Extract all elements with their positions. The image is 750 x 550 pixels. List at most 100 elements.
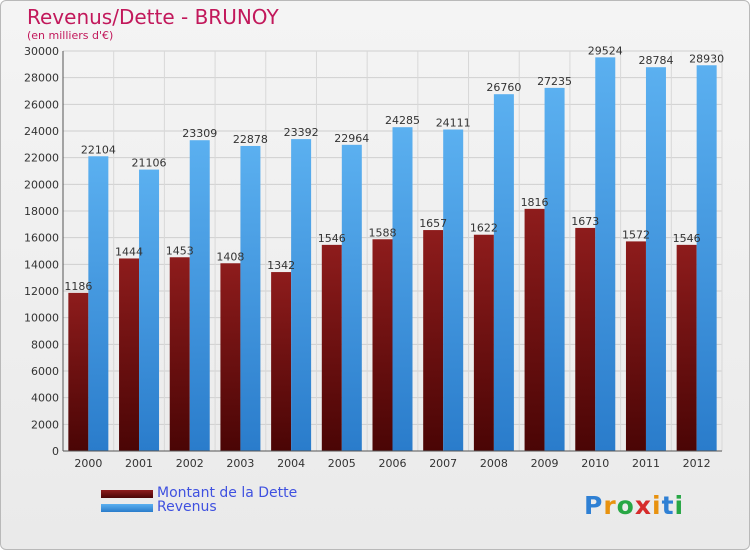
data-label-revenus: 24285: [385, 114, 420, 127]
bar-revenus: [291, 139, 312, 451]
bar-revenus: [645, 67, 666, 452]
y-tick-label: 4000: [31, 392, 59, 405]
data-label-revenus: 29524: [588, 44, 623, 57]
x-tick-label: 2011: [632, 457, 660, 470]
axes: 0 2000 4000 6000 8000 10000 12000 14000 16000 180…: [24, 45, 722, 470]
bar-revenus: [189, 140, 210, 452]
data-label-revenus: 28784: [638, 54, 673, 67]
bar-dette: [321, 244, 342, 451]
y-tick-label: 2000: [31, 418, 59, 431]
data-label-dette: 1546: [318, 232, 346, 245]
x-tick-label: 2002: [176, 457, 204, 470]
y-tick-label: 30000: [24, 45, 59, 58]
legend-label-revenus: Revenus: [157, 499, 217, 515]
legend-label-dette: Montant de la Dette: [157, 485, 298, 501]
bar-dette: [271, 272, 292, 451]
data-label-dette: 1588: [369, 226, 397, 239]
y-tick-label: 26000: [24, 98, 59, 111]
y-tick-label: 6000: [31, 365, 59, 378]
bar-dette: [119, 258, 140, 451]
data-label-dette: 1816: [521, 196, 549, 209]
y-tick-label: 22000: [24, 152, 59, 165]
chart-subtitle: (en milliers d'€): [27, 29, 114, 42]
y-tick-label: 18000: [24, 205, 59, 218]
legend-swatch-dette: [101, 490, 153, 498]
data-label-revenus: 22878: [233, 133, 268, 146]
bar-dette: [423, 230, 444, 451]
data-label-dette: 1572: [622, 228, 650, 241]
logo-letter: t: [661, 491, 675, 520]
bar-dette: [524, 208, 545, 451]
x-tick-label: 2007: [429, 457, 457, 470]
x-tick-label: 2003: [226, 457, 254, 470]
data-label-dette: 1673: [571, 215, 599, 228]
y-tick-label: 8000: [31, 338, 59, 351]
y-tick-label: 12000: [24, 285, 59, 298]
bar-dette: [169, 257, 190, 451]
y-tick-label: 16000: [24, 232, 59, 245]
bar-revenus: [696, 65, 717, 452]
bar-revenus: [493, 94, 514, 451]
bar-revenus: [139, 169, 160, 451]
x-tick-label: 2001: [125, 457, 153, 470]
data-label-revenus: 26760: [486, 81, 521, 94]
y-tick-label: 20000: [24, 178, 59, 191]
data-label-revenus: 27235: [537, 75, 572, 88]
proxiti-logo: Proxiti: [584, 491, 684, 520]
logo-letter: i: [674, 491, 685, 520]
x-tick-label: 2004: [277, 457, 305, 470]
bar-dette: [676, 244, 697, 451]
bar-dette: [68, 292, 89, 451]
data-label-dette: 1622: [470, 222, 498, 235]
data-label-dette: 1546: [673, 232, 701, 245]
data-label-dette: 1657: [419, 217, 447, 230]
bar-dette: [575, 227, 596, 451]
x-tick-label: 2010: [581, 457, 609, 470]
x-tick-label: 2009: [531, 457, 559, 470]
x-tick-label: 2006: [379, 457, 407, 470]
bar-dette: [625, 241, 646, 451]
data-label-dette: 1342: [267, 259, 295, 272]
bar-revenus: [88, 156, 109, 451]
logo-letter: x: [634, 491, 652, 520]
data-label-revenus: 22964: [334, 132, 369, 145]
logo-letter: r: [603, 491, 617, 520]
logo-letter: o: [616, 491, 635, 520]
logo-letter: i: [652, 491, 662, 520]
data-label-revenus: 23309: [182, 127, 217, 140]
logo-letter: P: [584, 491, 604, 520]
data-labels: 1186 22104 1444 21106 1453 23309 1408 22878 1342…: [64, 44, 724, 293]
bar-revenus: [443, 129, 464, 451]
bar-dette: [220, 263, 241, 451]
bars: [68, 57, 717, 452]
bar-revenus: [341, 144, 362, 451]
data-label-dette: 1408: [216, 250, 244, 263]
x-tick-label: 2012: [683, 457, 711, 470]
y-tick-label: 28000: [24, 72, 59, 85]
legend-swatch-revenus: [101, 504, 153, 512]
data-label-dette: 1444: [115, 245, 143, 258]
x-tick-label: 2005: [328, 457, 356, 470]
bar-revenus: [544, 87, 565, 451]
y-tick-label: 0: [52, 445, 59, 458]
data-label-revenus: 21106: [132, 157, 167, 170]
bar-revenus: [240, 145, 261, 451]
y-tick-label: 10000: [24, 312, 59, 325]
chart-title: Revenus/Dette - BRUNOY: [27, 5, 279, 29]
data-label-revenus: 24111: [436, 117, 471, 130]
x-tick-label: 2008: [480, 457, 508, 470]
data-label-dette: 1186: [64, 280, 92, 293]
data-label-revenus: 22104: [81, 143, 116, 156]
data-label-revenus: 23392: [284, 126, 319, 139]
bar-revenus: [595, 57, 616, 451]
bar-dette: [372, 239, 393, 451]
x-tick-label: 2000: [74, 457, 102, 470]
y-tick-label: 14000: [24, 258, 59, 271]
bar-revenus: [392, 127, 413, 451]
y-tick-label: 24000: [24, 125, 59, 138]
data-label-dette: 1453: [166, 244, 194, 257]
bar-dette: [473, 234, 494, 451]
data-label-revenus: 28930: [689, 52, 724, 65]
